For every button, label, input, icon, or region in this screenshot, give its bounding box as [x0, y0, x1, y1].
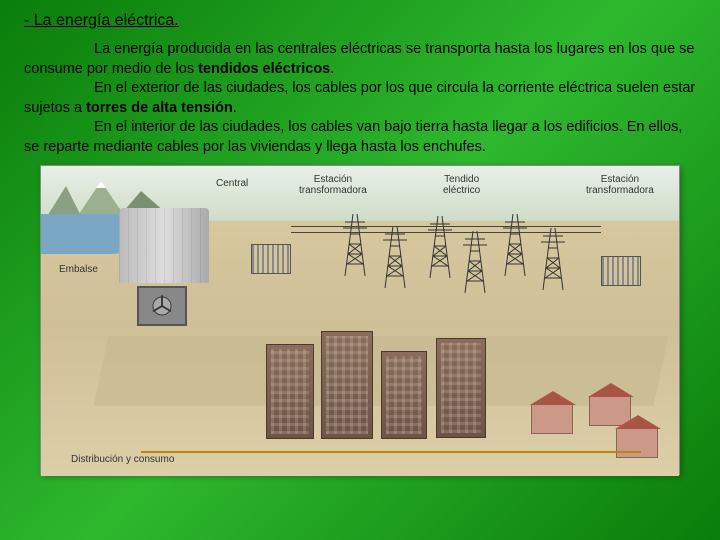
transmission-tower-icon: [341, 214, 369, 276]
transmission-tower-icon: [381, 226, 409, 288]
house: [531, 404, 573, 434]
dam: [119, 208, 209, 283]
underground-line: [141, 451, 641, 453]
power-line: [291, 226, 601, 227]
label-central: Central: [216, 178, 248, 189]
paragraph-1: La energía producida en las centrales el…: [24, 40, 696, 157]
electricity-diagram: Embalse Central Estación transformadora …: [40, 165, 680, 475]
building: [436, 338, 486, 438]
building: [381, 351, 427, 439]
label-tendido: Tendido eléctrico: [443, 174, 480, 196]
p1-text-b: .: [330, 61, 334, 77]
transmission-tower-icon: [461, 231, 489, 293]
power-line: [291, 232, 601, 233]
p2-text-b: .: [233, 100, 237, 116]
section-title: - La energía eléctrica.: [24, 12, 696, 30]
building: [321, 331, 373, 439]
label-distribucion: Distribución y consumo: [71, 454, 174, 465]
substation-2: [601, 256, 641, 286]
p1-text-a: La energía producida en las centrales el…: [24, 41, 695, 77]
label-estacion-1: Estación transformadora: [299, 174, 367, 196]
p3-text: En el interior de las ciudades, los cabl…: [24, 119, 682, 155]
p2-bold: torres de alta tensión: [86, 100, 233, 116]
transmission-tower-icon: [501, 214, 529, 276]
label-embalse: Embalse: [59, 264, 98, 275]
house: [616, 428, 658, 458]
label-estacion-2: Estación transformadora: [586, 174, 654, 196]
turbine-icon: [137, 286, 187, 326]
substation-1: [251, 244, 291, 274]
p1-bold: tendidos eléctricos: [198, 61, 330, 77]
building: [266, 344, 314, 439]
transmission-tower-icon: [539, 228, 567, 290]
